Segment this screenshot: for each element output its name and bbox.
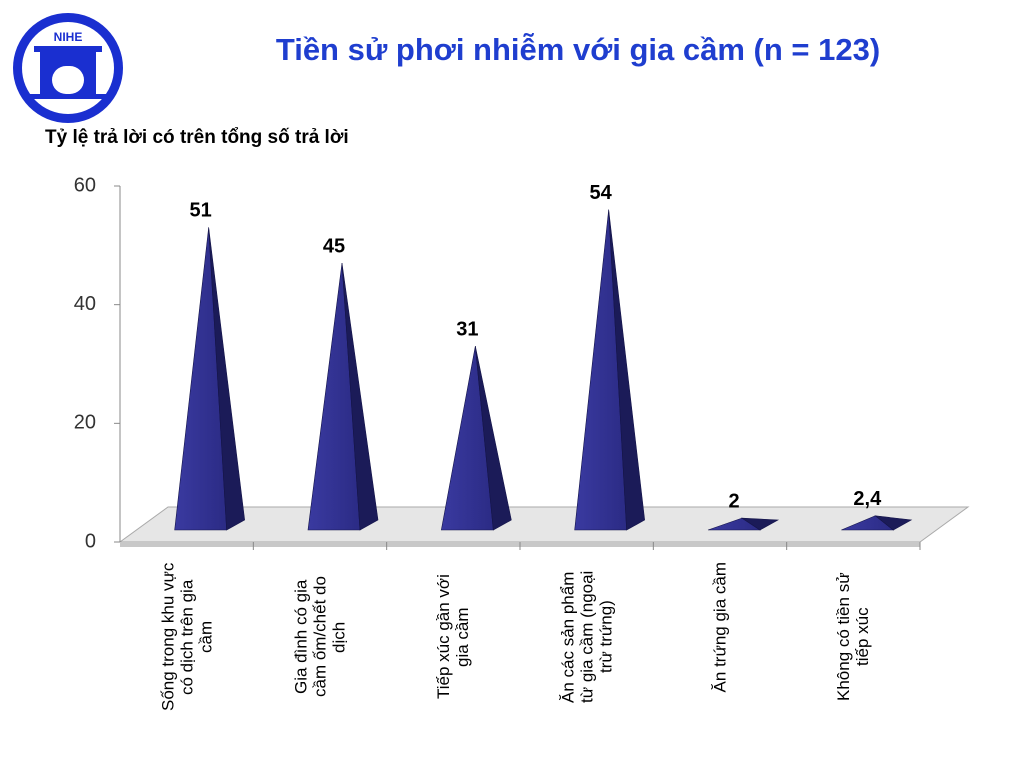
y-axis-label: Tỷ lệ trả lời có trên tổng số trả lời bbox=[45, 127, 349, 148]
value-label: 2 bbox=[728, 490, 739, 512]
value-label: 54 bbox=[590, 182, 613, 204]
y-tick-label: 20 bbox=[74, 412, 96, 434]
bar bbox=[307, 262, 379, 531]
x-tick-label: Gia đình có gia cầm ốm/chết do dịch bbox=[291, 576, 349, 698]
y-tick-label: 60 bbox=[74, 174, 96, 196]
value-label: 45 bbox=[323, 235, 345, 257]
bar bbox=[174, 227, 245, 531]
value-label: 2,4 bbox=[853, 488, 882, 510]
y-tick-label: 40 bbox=[74, 293, 96, 315]
bar bbox=[440, 346, 512, 531]
bar-side bbox=[874, 515, 913, 531]
bar-side bbox=[608, 209, 645, 531]
bar bbox=[707, 517, 780, 531]
logo-text: NIHE bbox=[54, 30, 83, 44]
value-label: 31 bbox=[456, 318, 478, 340]
bar bbox=[574, 209, 645, 531]
bar-side bbox=[475, 346, 512, 531]
bar-side bbox=[740, 517, 780, 531]
y-tick-label: 0 bbox=[85, 530, 96, 552]
x-tick-label: Sống trong khu vực có dịch trên gia cầm bbox=[158, 562, 216, 712]
x-tick-label: Ăn các sản phẩm từ gia cầm (ngoại trừ tr… bbox=[558, 570, 616, 704]
logo: NIHE bbox=[13, 13, 123, 123]
chart-title: Tiền sử phơi nhiễm với gia cầm (n = 123) bbox=[276, 32, 880, 67]
x-tick-label: Không có tiền sử tiếp xúc bbox=[834, 572, 873, 702]
value-label: 51 bbox=[190, 200, 212, 222]
bar-side bbox=[341, 262, 379, 531]
x-tick-label: Tiếp xúc gần với gia cầm bbox=[434, 574, 473, 700]
x-tick-label: Ăn trứng gia cầm bbox=[710, 562, 730, 693]
floor bbox=[118, 506, 970, 543]
bar-side bbox=[208, 227, 245, 531]
bar bbox=[841, 515, 913, 531]
